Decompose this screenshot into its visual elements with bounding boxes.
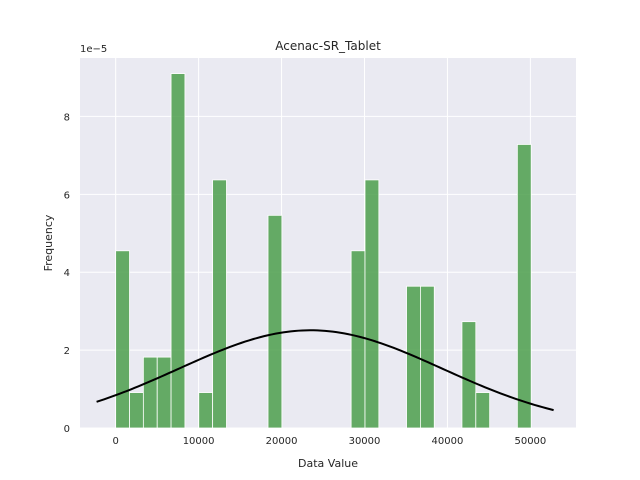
y-tick-label: 2 bbox=[64, 346, 70, 357]
histogram-bar bbox=[198, 392, 214, 429]
y-tick-label: 0 bbox=[64, 424, 70, 435]
x-axis-ticks: 0 10000 20000 30000 40000 50000 bbox=[112, 436, 546, 447]
histogram-bar bbox=[475, 392, 491, 429]
x-axis-label: Data Value bbox=[298, 457, 358, 470]
normal-fit-curve bbox=[96, 329, 554, 412]
histogram-bar bbox=[129, 392, 144, 429]
y-tick-label: 8 bbox=[64, 112, 70, 123]
histogram-bars bbox=[115, 73, 532, 429]
x-tick-label: 40000 bbox=[432, 436, 464, 447]
histogram-bar bbox=[350, 250, 366, 429]
grid-lines bbox=[80, 58, 576, 429]
histogram-bar bbox=[516, 144, 532, 429]
x-tick-label: 20000 bbox=[266, 436, 298, 447]
y-axis-ticks: 0 2 4 6 8 bbox=[64, 112, 70, 435]
histogram-bar bbox=[115, 250, 130, 429]
histogram-bar bbox=[364, 179, 380, 429]
histogram-bar bbox=[267, 214, 283, 429]
y-tick-label: 4 bbox=[64, 268, 70, 279]
x-tick-label: 30000 bbox=[349, 436, 381, 447]
histogram-bar bbox=[156, 356, 172, 429]
y-scale-offset-label: 1e−5 bbox=[80, 44, 107, 55]
histogram-bar bbox=[461, 321, 477, 429]
histogram-bar bbox=[170, 73, 186, 429]
x-tick-label: 10000 bbox=[183, 436, 215, 447]
y-axis-label: Frequency bbox=[42, 214, 55, 271]
x-tick-label: 50000 bbox=[514, 436, 546, 447]
x-tick-label: 0 bbox=[112, 436, 118, 447]
chart-title: Acenac-SR_Tablet bbox=[275, 39, 381, 53]
y-tick-label: 6 bbox=[64, 190, 70, 201]
histogram-bar bbox=[142, 356, 158, 429]
histogram-bar bbox=[419, 285, 435, 429]
histogram-bar bbox=[212, 179, 227, 429]
